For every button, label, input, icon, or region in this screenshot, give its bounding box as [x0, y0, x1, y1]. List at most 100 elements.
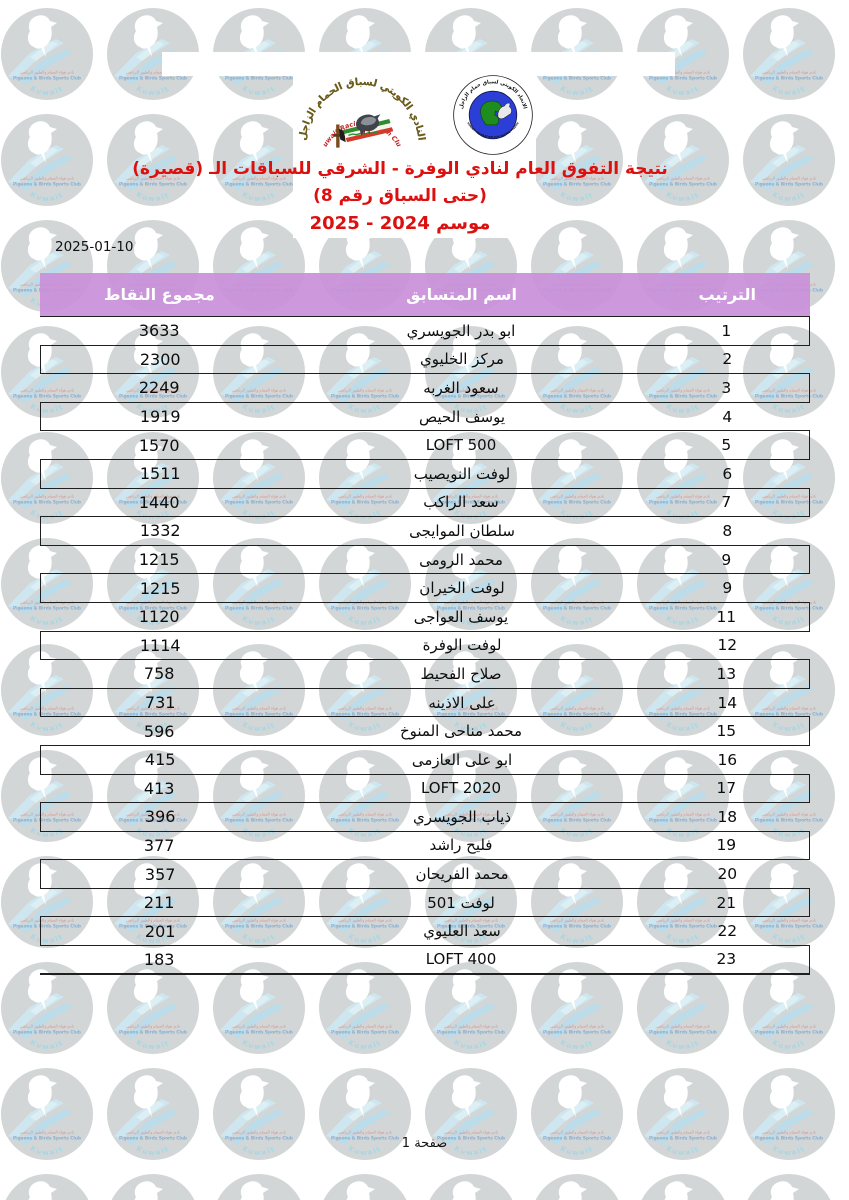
cell-name: محمد الفريحان: [415, 865, 509, 884]
cell-name: LOFT 400: [425, 950, 497, 969]
cell-name: يوسف الحيص: [418, 407, 506, 426]
cell-points: 596: [143, 721, 175, 741]
cell-name: صلاح الفحيط: [420, 664, 502, 683]
cell-points: 1332: [139, 521, 181, 541]
cell-rank: 20: [717, 865, 738, 884]
cell-points: 1440: [138, 492, 180, 512]
cell-name: سعد الراكب: [423, 493, 499, 512]
cell-points: 201: [144, 921, 176, 941]
table-row: 1332 سلطان الموايجى 8: [40, 517, 810, 546]
cell-points: 1215: [138, 550, 180, 570]
cell-rank: 9: [722, 579, 733, 598]
report-title-block: نتيجة التفوق العام لنادي الوفرة - الشرقي…: [0, 156, 800, 237]
cell-rank: 12: [717, 636, 738, 655]
table-row: 396 ذياب الجويسري 18: [40, 803, 810, 832]
cell-points: 415: [144, 750, 176, 770]
table-body: 3633 ابو بدر الجويسري 1 2300 مركز الخليوي 2 22…: [40, 316, 810, 975]
table-row: 1120 يوسف العواجى 11: [40, 602, 810, 632]
cell-points: 1114: [139, 635, 181, 655]
federation-logo: الاتحاد الكويتي لسباق حمام الزاجل KUWAIT…: [453, 75, 533, 155]
cell-points: 183: [143, 949, 175, 969]
table-row: 1215 محمد الرومى 9: [40, 545, 810, 575]
cell-points: 1120: [138, 607, 180, 627]
page-number: صفحة 1: [401, 1136, 448, 1151]
table-row: 1570 LOFT 500 5: [40, 431, 810, 460]
cell-rank: 21: [716, 893, 737, 912]
cell-points: 1570: [138, 435, 180, 455]
table-row: 1919 يوسف الحيص 4: [40, 402, 810, 432]
cell-rank: 13: [716, 664, 737, 683]
cell-points: 377: [143, 835, 175, 855]
cell-name: يوسف العواجى: [413, 607, 509, 626]
cell-points: 357: [144, 864, 176, 884]
cell-name: ابو بدر الجويسري: [406, 321, 516, 340]
report-date: 2025-01-10: [55, 239, 134, 255]
report-season: موسم 2024 - 2025: [309, 213, 491, 234]
cell-rank: 18: [717, 807, 738, 826]
cell-name: ابو على العازمى: [411, 750, 513, 769]
table-row: 1215 لوفت الخيران 9: [40, 574, 810, 603]
pigeon-icon: [497, 102, 512, 120]
cell-points: 2249: [138, 378, 180, 398]
cell-rank: 3: [721, 378, 732, 397]
cell-rank: 1: [721, 321, 732, 340]
table-row: 1114 لوفت الوفرة 12: [40, 631, 810, 661]
cell-rank: 15: [716, 722, 737, 741]
cell-points: 396: [144, 807, 176, 827]
cell-name: LOFT 500: [425, 436, 497, 455]
pigeon-icon: [356, 114, 381, 137]
cell-points: 211: [143, 893, 175, 913]
cell-points: 1215: [139, 578, 181, 598]
cell-rank: 19: [716, 836, 737, 855]
table-row: 415 ابو على العازمى 16: [40, 745, 810, 775]
cell-name: لوفت الوفرة: [422, 636, 502, 655]
cell-rank: 2: [722, 350, 733, 369]
table-row: 413 LOFT 2020 17: [40, 774, 810, 804]
cell-name: لوفت النويصيب: [413, 464, 511, 483]
cell-points: 731: [144, 693, 176, 713]
col-header-rank: الترتيب: [698, 285, 756, 304]
cell-name: على الاذينه: [428, 693, 496, 712]
cell-rank: 14: [717, 693, 738, 712]
cell-rank: 4: [722, 407, 733, 426]
table-row: 183 LOFT 400 23: [40, 946, 810, 975]
cell-rank: 8: [722, 521, 733, 540]
cell-name: ذياب الجويسري: [412, 807, 512, 826]
table-row: 1511 لوفت النويصيب 6: [40, 459, 810, 489]
cell-name: سعود الغربه: [423, 378, 499, 397]
cell-rank: 11: [716, 607, 737, 626]
table-row: 3633 ابو بدر الجويسري 1: [40, 317, 810, 346]
cell-name: سلطان الموايجى: [409, 521, 515, 540]
cell-name: فليح راشد: [429, 836, 493, 855]
col-header-competitor-name: اسم المتسابق: [406, 285, 517, 304]
table-header: مجموع النقاط اسم المتسابق الترتيب: [40, 273, 810, 316]
club-logo: النادي الكويتي لسباق الحمام الزاجل Kuwai…: [294, 76, 427, 149]
table-row: 2300 مركز الخليوي 2: [40, 345, 810, 375]
cell-name: لوفت 501: [427, 893, 495, 912]
cell-rank: 23: [716, 950, 737, 969]
cell-name: LOFT 2020: [420, 779, 502, 798]
cell-rank: 7: [721, 493, 732, 512]
table-row: 596 محمد مناحى المنوخ 15: [40, 717, 810, 746]
col-header-total-points: مجموع النقاط: [103, 285, 215, 304]
cell-points: 1919: [139, 407, 181, 427]
cell-points: 1511: [139, 464, 181, 484]
table-row: 1440 سعد الراكب 7: [40, 488, 810, 518]
table-row: 2249 سعود الغربه 3: [40, 374, 810, 403]
cell-rank: 5: [721, 436, 732, 455]
cell-points: 758: [143, 664, 175, 684]
kuwait-map: [480, 100, 505, 126]
cell-rank: 6: [722, 464, 733, 483]
cell-name: مركز الخليوي: [420, 350, 504, 369]
cell-points: 3633: [138, 321, 180, 341]
cell-rank: 16: [717, 750, 738, 769]
cell-name: لوفت الخيران: [419, 579, 505, 598]
cell-name: محمد مناحى المنوخ: [399, 722, 523, 741]
cell-points: 413: [143, 778, 175, 798]
cell-name: سعد العليوي: [423, 922, 501, 941]
table-row: 201 سعد العليوي 22: [40, 917, 810, 947]
table-row: 377 فليح راشد 19: [40, 831, 810, 861]
report-subtitle-race: (حتى السباق رقم 8): [313, 186, 487, 206]
cell-rank: 9: [721, 550, 732, 569]
